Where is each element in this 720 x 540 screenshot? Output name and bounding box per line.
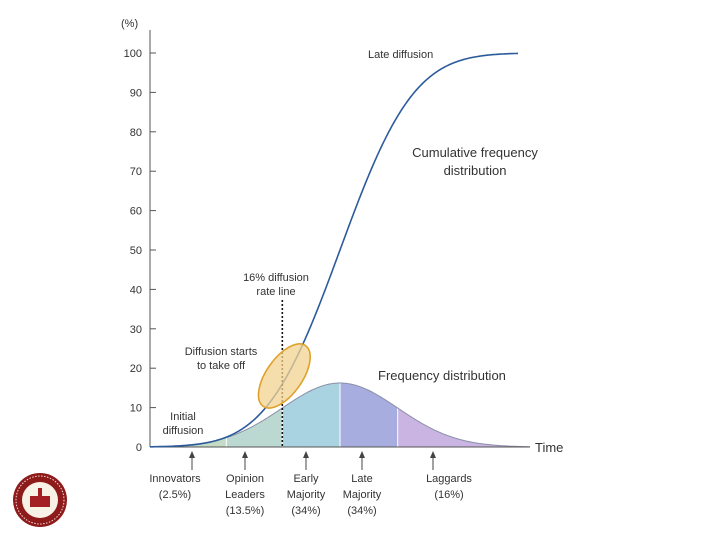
segment-label: (34%): [291, 505, 320, 517]
y-tick-label: 90: [130, 87, 142, 99]
y-tick-label: 20: [130, 363, 142, 375]
y-tick-label: 60: [130, 206, 142, 218]
late-diffusion-label: Late diffusion: [368, 49, 433, 61]
takeoff-ellipse: [257, 343, 311, 409]
segment-arrowhead: [359, 451, 365, 458]
segment-label: Majority: [287, 489, 326, 501]
initial-diffusion-label: Initial: [170, 411, 196, 423]
segment-label: (34%): [347, 505, 376, 517]
y-tick-label: 40: [130, 284, 142, 296]
bell-segment: [150, 437, 227, 447]
segment-label: (13.5%): [226, 505, 265, 517]
segment-label: (16%): [434, 489, 463, 501]
segment-arrowhead: [189, 451, 195, 458]
segment-labels: Innovators (2.5%) Opinion Leaders (13.5%) Ear…: [149, 451, 472, 517]
y-tick-label: 100: [124, 48, 142, 60]
bell-segment: [397, 408, 530, 447]
rate-line-label: rate line: [256, 286, 295, 298]
cumulative-curve-group: [150, 52, 518, 448]
axes: Time (%): [121, 18, 563, 455]
cumulative-series-label: distribution: [444, 163, 507, 178]
segment-arrowhead: [303, 451, 309, 458]
segment-label: Innovators: [149, 473, 201, 485]
segment-arrowhead: [242, 451, 248, 458]
y-tick-label: 50: [130, 245, 142, 257]
cumulative-curve: [150, 52, 518, 448]
y-axis-unit: (%): [121, 18, 138, 30]
segment-arrowhead: [430, 451, 436, 458]
logo-torch: [38, 488, 42, 496]
frequency-bell-segments: [150, 382, 530, 448]
rate-line-label: 16% diffusion: [243, 272, 309, 284]
segment-label: (2.5%): [159, 489, 191, 501]
institution-logo: [13, 473, 67, 527]
y-tick-label: 0: [136, 442, 142, 454]
segment-label: Majority: [343, 489, 382, 501]
logo-text-ring: [15, 475, 65, 525]
bell-segment: [340, 383, 398, 447]
logo-emblem: [30, 496, 50, 507]
segment-label: Late: [351, 473, 372, 485]
segment-label: Early: [293, 473, 319, 485]
takeoff-label: to take off: [197, 360, 246, 372]
y-tick-label: 80: [130, 127, 142, 139]
segment-label: Laggards: [426, 473, 472, 485]
initial-diffusion-label: diffusion: [163, 425, 204, 437]
takeoff-label: Diffusion starts: [185, 346, 258, 358]
x-axis-label: Time: [535, 440, 563, 455]
y-tick-label: 30: [130, 324, 142, 336]
annotations: Late diffusion Cumulative frequency distri…: [163, 49, 538, 447]
cumulative-series-label: Cumulative frequency: [412, 145, 538, 160]
frequency-series-label: Frequency distribution: [378, 368, 506, 383]
y-tick-label: 10: [130, 403, 142, 415]
segment-label: Opinion: [226, 473, 264, 485]
segment-label: Leaders: [225, 489, 265, 501]
y-tick-label: 70: [130, 166, 142, 178]
